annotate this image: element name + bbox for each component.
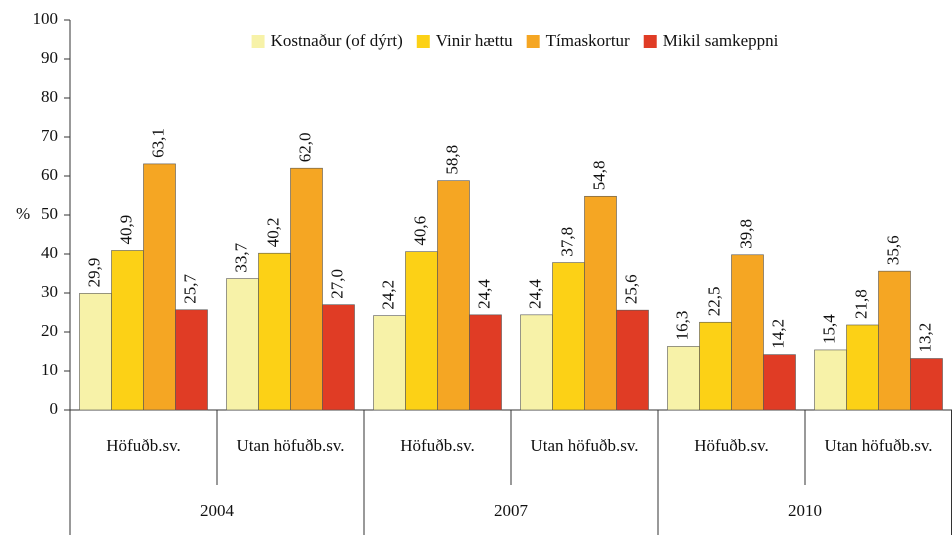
value-label: 29,9 xyxy=(84,258,103,288)
bar xyxy=(322,304,355,411)
x-tick-label: Utan höfuðb.sv. xyxy=(531,436,639,455)
value-label: 25,7 xyxy=(180,274,199,304)
legend-swatch xyxy=(643,35,657,48)
value-label: 14,2 xyxy=(768,319,787,349)
value-label: 33,7 xyxy=(231,242,250,272)
bar xyxy=(226,278,259,411)
bar xyxy=(699,321,732,411)
group-label: 2004 xyxy=(200,501,235,520)
value-label: 24,4 xyxy=(525,279,544,309)
y-tick-label: 50 xyxy=(41,204,58,223)
group-label: 2010 xyxy=(788,501,822,520)
bar xyxy=(552,262,585,411)
value-label: 40,9 xyxy=(116,215,135,245)
bar xyxy=(910,358,943,411)
y-tick-label: 70 xyxy=(41,126,58,145)
value-label: 63,1 xyxy=(148,128,167,158)
y-tick-label: 80 xyxy=(41,87,58,106)
value-label: 21,8 xyxy=(851,289,870,319)
value-label: 27,0 xyxy=(327,269,346,299)
value-label: 25,6 xyxy=(621,274,640,304)
bar xyxy=(111,250,144,411)
bar xyxy=(437,180,470,411)
legend-label: Tímaskortur xyxy=(546,31,630,50)
legend-label: Mikil samkeppni xyxy=(663,31,779,50)
value-label: 24,4 xyxy=(474,279,493,309)
bar xyxy=(731,254,764,411)
y-tick-label: 10 xyxy=(41,360,58,379)
value-label: 35,6 xyxy=(883,235,902,265)
value-label: 13,2 xyxy=(915,323,934,353)
y-axis-label: % xyxy=(16,204,30,223)
value-label: 39,8 xyxy=(736,219,755,249)
value-label: 24,2 xyxy=(378,280,397,310)
bar xyxy=(469,314,502,411)
value-label: 40,6 xyxy=(410,216,429,246)
x-tick-label: Höfuðb.sv. xyxy=(400,436,474,455)
bar xyxy=(878,270,911,411)
y-tick-label: 90 xyxy=(41,48,58,67)
bar xyxy=(143,163,176,411)
legend-label: Vinir hættu xyxy=(436,31,513,50)
legend-swatch xyxy=(526,35,540,48)
legend-label: Kostnaður (of dýrt) xyxy=(271,31,403,50)
bar xyxy=(667,346,700,411)
value-label: 37,8 xyxy=(557,227,576,257)
bar xyxy=(584,195,617,411)
bar xyxy=(814,349,847,411)
y-tick-label: 40 xyxy=(41,243,58,262)
y-tick-label: 30 xyxy=(41,282,58,301)
value-label: 40,2 xyxy=(263,217,282,247)
x-tick-label: Utan höfuðb.sv. xyxy=(825,436,933,455)
bar xyxy=(405,251,438,411)
value-label: 16,3 xyxy=(672,311,691,341)
bar xyxy=(175,309,208,411)
y-tick-label: 0 xyxy=(50,399,59,418)
bar xyxy=(258,252,291,411)
y-tick-label: 20 xyxy=(41,321,58,340)
bar xyxy=(290,167,323,411)
value-label: 54,8 xyxy=(589,161,608,191)
bar xyxy=(520,314,553,411)
y-tick-label: 100 xyxy=(33,9,59,28)
value-label: 22,5 xyxy=(704,287,723,317)
legend-swatch xyxy=(251,35,265,48)
y-tick-label: 60 xyxy=(41,165,58,184)
bar xyxy=(373,315,406,411)
bar xyxy=(616,309,649,411)
legend-swatch xyxy=(416,35,430,48)
bar xyxy=(763,354,796,411)
value-label: 58,8 xyxy=(442,145,461,175)
bar xyxy=(79,293,112,411)
x-tick-label: Utan höfuðb.sv. xyxy=(237,436,345,455)
x-tick-label: Höfuðb.sv. xyxy=(694,436,768,455)
group-label: 2007 xyxy=(494,501,529,520)
value-label: 15,4 xyxy=(819,314,838,344)
x-tick-label: Höfuðb.sv. xyxy=(106,436,180,455)
value-label: 62,0 xyxy=(295,132,314,162)
bar xyxy=(846,324,879,411)
